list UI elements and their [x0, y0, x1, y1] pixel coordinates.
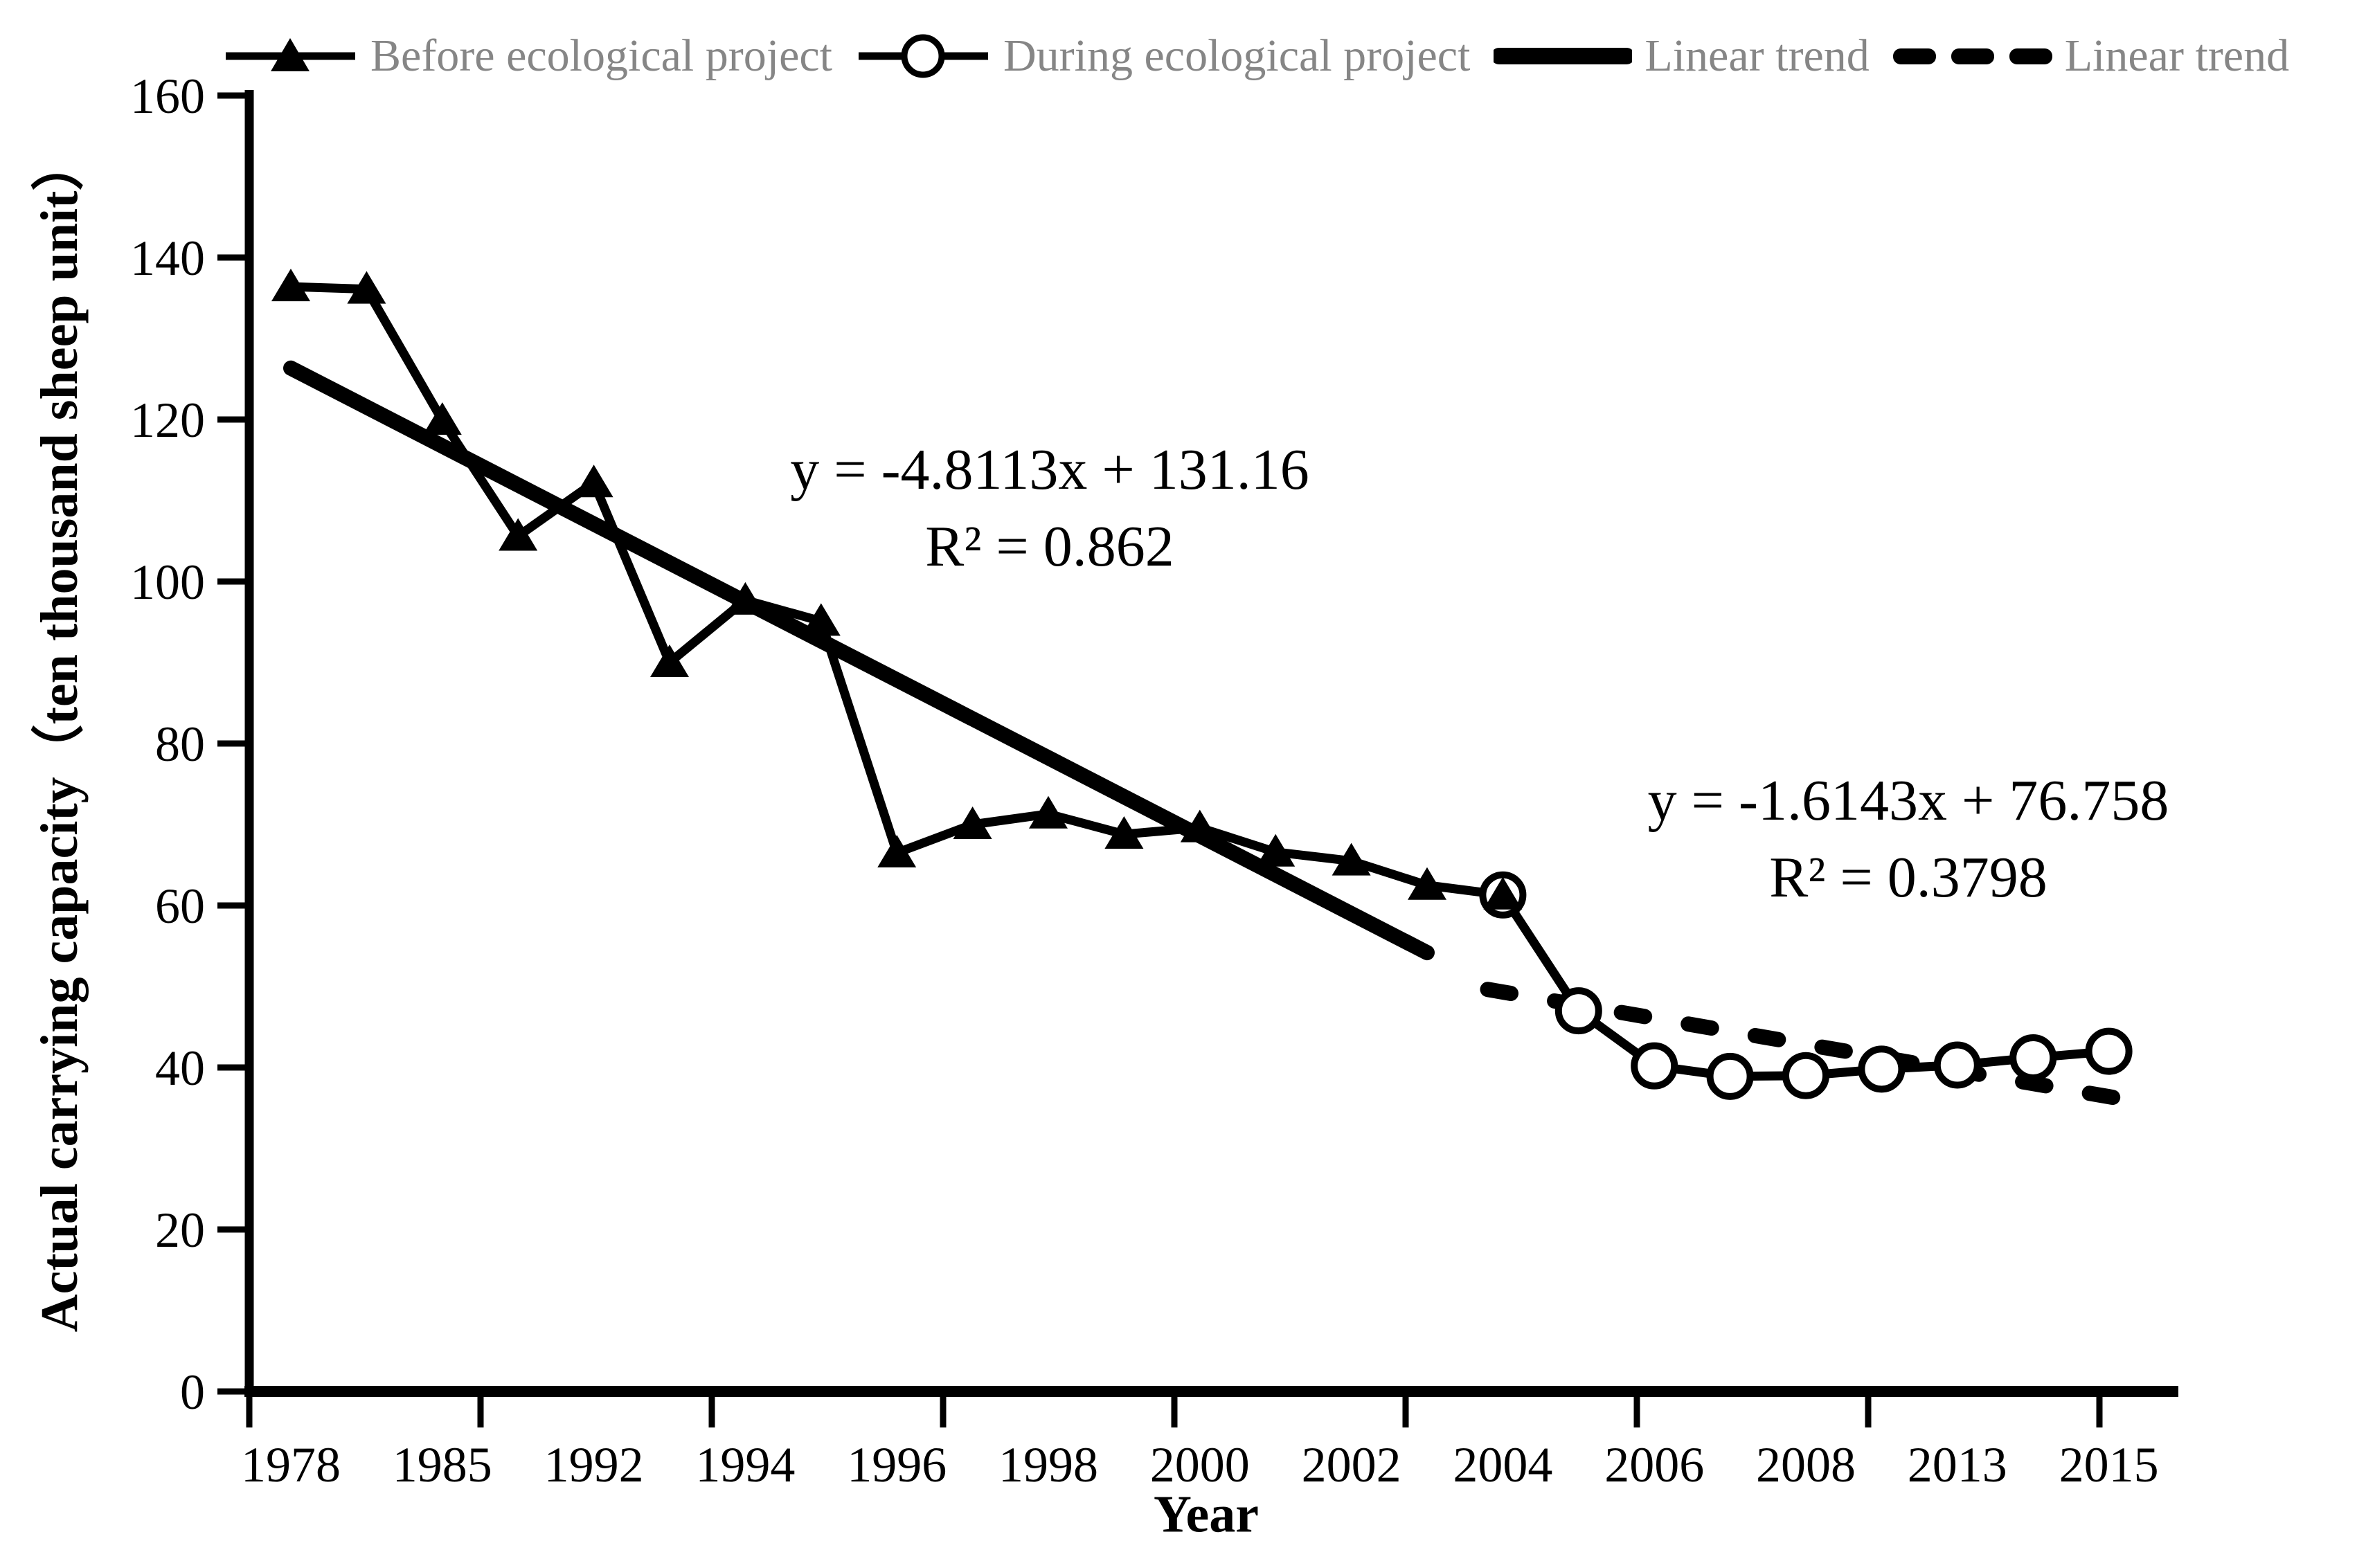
- y-tick-label: 80: [155, 717, 205, 772]
- trend2-equation-annotation: y = -1.6143x + 76.758 R² = 0.3798: [1648, 763, 2169, 917]
- filled-triangle-marker: [1256, 833, 1296, 867]
- line-open-circle-icon: [859, 34, 988, 78]
- x-tick-label: 1978: [241, 1437, 341, 1493]
- filled-triangle-marker: [499, 518, 538, 551]
- trend1-equation-annotation: y = -4.8113x + 131.16 R² = 0.862: [790, 432, 1309, 586]
- x-tick-label: 1996: [847, 1437, 947, 1493]
- x-tick-label: 2000: [1150, 1437, 1250, 1493]
- y-tick-label: 40: [155, 1040, 205, 1096]
- linear-trend-dashed: [1480, 982, 2132, 1107]
- legend-item-trend-dashed: Linear trend: [1892, 28, 2290, 84]
- legend: Before ecological project During ecologi…: [223, 18, 2289, 94]
- y-tick-label: 100: [130, 555, 205, 610]
- filled-triangle-marker: [422, 402, 462, 435]
- linear-trend-solid: [283, 360, 1435, 961]
- filled-triangle-marker: [801, 603, 841, 636]
- legend-label-during: During ecological project: [1003, 30, 1471, 81]
- trend1-r-squared: R² = 0.862: [925, 514, 1174, 579]
- filled-triangle-marker: [1104, 816, 1144, 849]
- filled-triangle-marker: [347, 271, 386, 304]
- legend-label-trend-solid: Linear trend: [1644, 30, 1870, 81]
- legend-item-trend-solid: Linear trend: [1494, 28, 1870, 84]
- legend-item-before: Before ecological project: [223, 28, 832, 84]
- open-circle-marker: [2009, 1034, 2057, 1081]
- trend1-equation: y = -4.8113x + 131.16: [790, 438, 1309, 503]
- legend-label-before: Before ecological project: [370, 30, 832, 81]
- line-filled-triangle-icon: [226, 38, 355, 71]
- x-tick-label: 2015: [2059, 1437, 2159, 1493]
- open-circle-marker: [1782, 1052, 1829, 1099]
- filled-triangle-marker: [1029, 795, 1068, 829]
- x-tick-label: 1998: [998, 1437, 1098, 1493]
- open-circle-marker: [1706, 1052, 1754, 1100]
- x-tick-label: 1994: [695, 1437, 795, 1493]
- legend-item-during: During ecological project: [856, 28, 1470, 84]
- open-circle-marker: [1933, 1041, 1981, 1089]
- x-tick-label: 2004: [1453, 1437, 1552, 1493]
- thick-dashed-line-icon: [1892, 48, 2052, 64]
- y-tick-label: 60: [155, 878, 205, 934]
- filled-triangle-marker: [271, 269, 310, 302]
- filled-triangle-marker: [877, 834, 917, 867]
- open-circle-marker: [1631, 1042, 1678, 1090]
- thick-solid-line-icon: [1494, 48, 1633, 64]
- y-axis-title: Actual carrying capacity（ten thousand sh…: [30, 138, 89, 1333]
- open-circle-marker: [1554, 987, 1602, 1035]
- x-tick-label: 2008: [1756, 1437, 1856, 1493]
- x-tick-label: 2002: [1302, 1437, 1401, 1493]
- filled-triangle-marker: [574, 465, 613, 498]
- before-series-line: [286, 282, 1507, 900]
- filled-triangle-marker: [953, 806, 992, 839]
- open-circle-marker: [1858, 1045, 1906, 1093]
- y-tick-label: 120: [130, 393, 205, 448]
- filled-triangle-marker: [1483, 876, 1523, 910]
- trend2-equation: y = -1.6143x + 76.758: [1647, 768, 2169, 833]
- x-tick-label: 2013: [1908, 1437, 2007, 1493]
- filled-triangle-marker: [650, 645, 689, 677]
- filled-triangle-marker: [1180, 809, 1219, 842]
- y-tick-label: 20: [155, 1202, 205, 1258]
- x-axis-title: Year: [1154, 1485, 1259, 1544]
- filled-triangle-marker: [1332, 842, 1371, 876]
- y-tick-label: 0: [180, 1364, 205, 1420]
- filled-triangle-marker: [726, 582, 765, 615]
- x-tick-label: 1985: [393, 1437, 492, 1493]
- y-tick-label: 140: [130, 231, 205, 286]
- x-tick-label: 1992: [544, 1437, 644, 1493]
- filled-triangle-marker: [1408, 867, 1446, 900]
- y-tick-label: 160: [130, 69, 205, 124]
- legend-label-trend-dashed: Linear trend: [2064, 30, 2290, 81]
- open-circle-marker: [2085, 1027, 2133, 1075]
- trend2-r-squared: R² = 0.3798: [1769, 845, 2047, 910]
- x-tick-label: 2006: [1604, 1437, 1704, 1493]
